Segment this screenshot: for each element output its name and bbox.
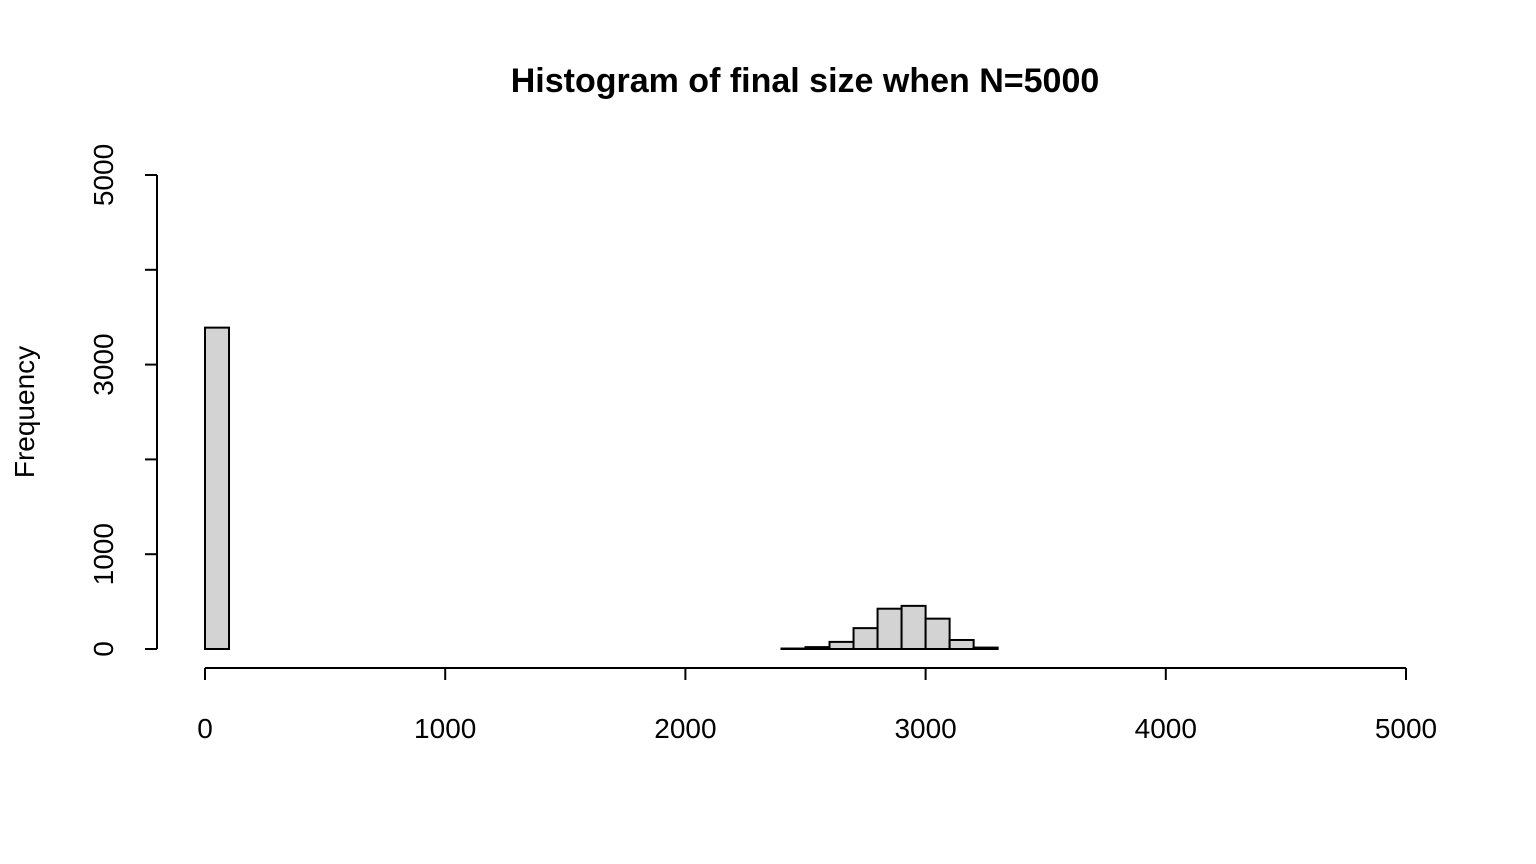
bars-group (204, 326, 999, 651)
histogram-bar (852, 627, 879, 650)
chart-title: Histogram of final size when N=5000 (511, 62, 1100, 100)
y-axis-label: Frequency (9, 346, 40, 478)
histogram-bar (900, 604, 927, 651)
x-axis: 0 1000 2000 3000 4000 5000 (197, 667, 1437, 744)
histogram-bar (876, 607, 903, 651)
x-tick-label: 5000 (1375, 713, 1437, 744)
x-tick-label: 1000 (414, 713, 476, 744)
y-tick-label: 5000 (88, 144, 119, 206)
histogram-bar (828, 640, 855, 651)
histogram-bar (804, 646, 831, 651)
histogram-bar (924, 617, 951, 651)
x-tick-label: 2000 (654, 713, 716, 744)
histogram-bar (972, 646, 999, 651)
y-tick-label: 0 (88, 641, 119, 657)
x-tick-label: 3000 (894, 713, 956, 744)
histogram-bar (948, 638, 975, 651)
x-tick-label: 0 (197, 713, 213, 744)
histogram-bar (204, 326, 231, 650)
y-axis: 0 1000 3000 5000 (88, 144, 158, 657)
y-tick-label: 3000 (88, 333, 119, 395)
y-tick-label: 1000 (88, 523, 119, 585)
x-tick-label: 4000 (1135, 713, 1197, 744)
